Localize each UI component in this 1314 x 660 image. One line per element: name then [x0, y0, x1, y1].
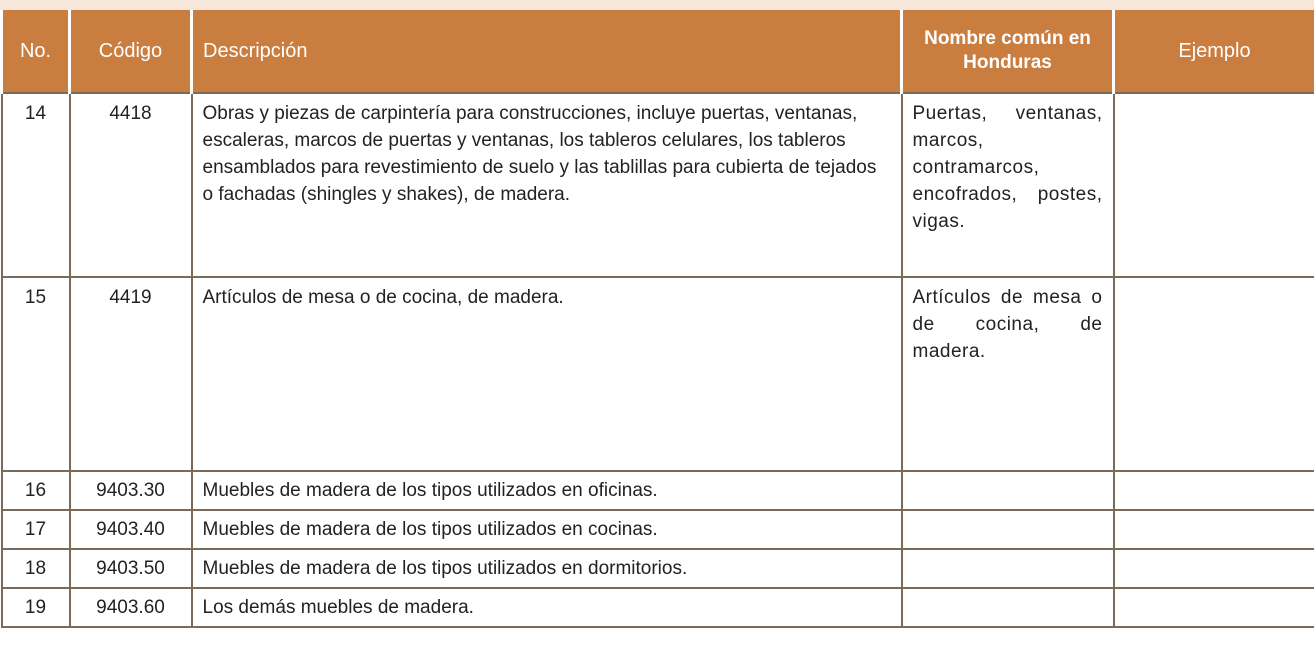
table-cell	[900, 587, 1115, 628]
header-cell: Descripción	[190, 10, 903, 93]
table-cell: 16	[0, 470, 71, 511]
table-row: 15 4419 Artículos de mesa o de cocina, de …	[0, 276, 1314, 472]
table-cell: Artículos de mesa o de cocina, de madera…	[190, 276, 903, 472]
table-cell: 9403.40	[68, 509, 193, 550]
table-row: 14 4418 Obras y piezas de carpintería para…	[0, 92, 1314, 278]
table-row: 17 9403.40 Muebles de madera de los tipos …	[0, 509, 1314, 550]
example-cell	[1112, 92, 1314, 278]
table-cell: Muebles de madera de los tipos utilizado…	[190, 548, 903, 589]
table-cell: Puertas, ventanas, marcos, contramarcos,…	[900, 92, 1115, 278]
header-row: No. Código Descripción Nombre común en H…	[0, 10, 1314, 93]
table-container: No. Código Descripción Nombre común en H…	[0, 10, 1314, 660]
product-table: No. Código Descripción Nombre común en H…	[0, 10, 1314, 628]
table-body: 14 4418 Obras y piezas de carpintería para…	[0, 92, 1314, 628]
table-cell: 18	[0, 548, 71, 589]
table-cell	[900, 548, 1115, 589]
header-cell: Nombre común en Honduras	[900, 10, 1115, 93]
example-cell	[1112, 509, 1314, 550]
header-cell: Código	[68, 10, 193, 93]
table-row: 16 9403.30 Muebles de madera de los tipos …	[0, 470, 1314, 511]
table-row: 19 9403.60 Los demás muebles de madera.	[0, 587, 1314, 628]
table-cell: 17	[0, 509, 71, 550]
example-cell	[1112, 276, 1314, 472]
header-cell: No.	[0, 10, 71, 93]
table-cell: Muebles de madera de los tipos utilizado…	[190, 509, 903, 550]
header-cell: Ejemplo	[1112, 10, 1314, 93]
table-cell: 15	[0, 276, 71, 472]
table-cell: 9403.60	[68, 587, 193, 628]
table-cell: 9403.50	[68, 548, 193, 589]
table-cell: Muebles de madera de los tipos utilizado…	[190, 470, 903, 511]
example-cell	[1112, 587, 1314, 628]
table-cell: Obras y piezas de carpintería para const…	[190, 92, 903, 278]
table-cell: 19	[0, 587, 71, 628]
table-cell	[900, 509, 1115, 550]
table-cell: 4419	[68, 276, 193, 472]
example-cell	[1112, 470, 1314, 511]
table-cell	[900, 470, 1115, 511]
table-cell: 14	[0, 92, 71, 278]
example-cell	[1112, 548, 1314, 589]
table-cell: Los demás muebles de madera.	[190, 587, 903, 628]
table-row: 18 9403.50 Muebles de madera de los tipos …	[0, 548, 1314, 589]
table-cell: Artículos de mesa o de cocina, de madera…	[900, 276, 1115, 472]
table-cell: 9403.30	[68, 470, 193, 511]
table-cell: 4418	[68, 92, 193, 278]
